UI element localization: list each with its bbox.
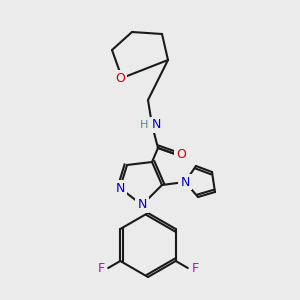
Text: N: N <box>180 176 190 188</box>
Text: H: H <box>140 120 148 130</box>
Text: N: N <box>115 182 125 194</box>
Text: N: N <box>137 199 147 212</box>
Text: O: O <box>115 71 125 85</box>
Text: N: N <box>151 118 161 131</box>
Text: F: F <box>98 262 105 275</box>
Text: O: O <box>176 148 186 160</box>
Text: F: F <box>191 262 198 275</box>
